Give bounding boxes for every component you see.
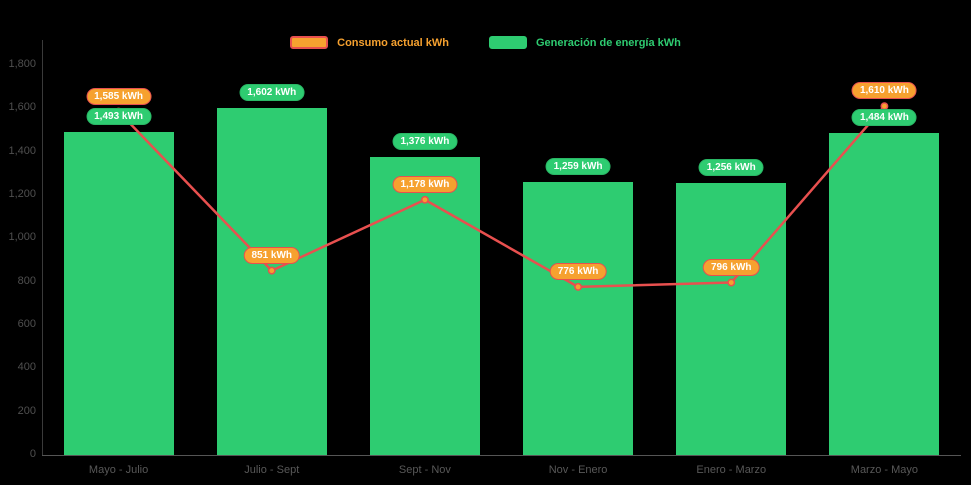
x-axis-label: Sept - Nov: [398, 464, 451, 476]
generation-value-label: 1,256 kWh: [698, 158, 764, 176]
y-tick-label: 1,600: [8, 101, 36, 114]
x-axis-label: Nov - Enero: [548, 464, 608, 476]
y-tick-label: 1,800: [8, 58, 36, 70]
consumption-value-label: 1,178 kWh: [392, 175, 458, 193]
generation-bar[interactable]: [829, 133, 940, 455]
y-axis-line: [42, 40, 43, 455]
generation-value-label: 1,602 kWh: [239, 83, 305, 101]
generation-swatch-icon: [488, 36, 527, 49]
generation-bar[interactable]: [523, 182, 634, 455]
y-tick-label: 400: [17, 361, 36, 374]
x-axis-line: [42, 455, 961, 456]
generation-value-label: 1,259 kWh: [545, 158, 611, 176]
consumption-swatch-icon: [290, 36, 329, 49]
x-axis-label: Mayo - Julio: [88, 464, 149, 476]
legend-label-generation: Generación de energía kWh: [535, 36, 681, 49]
generation-bar[interactable]: [369, 156, 480, 455]
chart-legend: Consumo actual kWh Generación de energía…: [0, 36, 971, 49]
consumption-value-label: 776 kWh: [549, 262, 607, 280]
y-tick-label: 800: [17, 274, 36, 287]
generation-bar[interactable]: [63, 131, 174, 455]
consumption-value-label: 1,610 kWh: [851, 82, 917, 100]
generation-value-label: 1,484 kWh: [851, 109, 917, 127]
generation-bar[interactable]: [676, 182, 787, 455]
generation-bar[interactable]: [216, 107, 327, 455]
y-tick-label: 600: [17, 318, 36, 330]
consumption-point[interactable]: [880, 102, 889, 111]
generation-value-label: 1,376 kWh: [392, 132, 458, 150]
legend-item-generation[interactable]: Generación de energía kWh: [488, 36, 681, 49]
x-axis-label: Enero - Marzo: [696, 464, 767, 476]
y-tick-label: 1,200: [8, 188, 36, 200]
legend-item-consumption[interactable]: Consumo actual kWh: [290, 36, 449, 49]
x-axis-label: Julio - Sept: [244, 464, 300, 476]
y-tick-label: 0: [29, 448, 36, 460]
x-axis-label: Marzo - Mayo: [850, 464, 919, 476]
consumption-value-label: 851 kWh: [243, 246, 301, 264]
consumption-value-label: 1,585 kWh: [86, 87, 152, 105]
y-tick-label: 1,000: [8, 231, 36, 244]
legend-label-consumption: Consumo actual kWh: [337, 36, 449, 49]
y-tick-label: 200: [17, 404, 36, 417]
consumption-value-label: 796 kWh: [702, 258, 760, 276]
generation-value-label: 1,493 kWh: [86, 107, 152, 125]
y-tick-label: 1,400: [8, 144, 36, 157]
